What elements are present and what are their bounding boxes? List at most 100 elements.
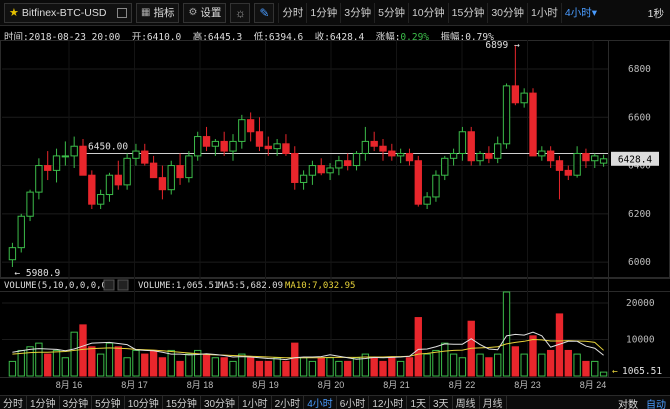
volume-bar <box>141 353 149 377</box>
refresh-rate[interactable]: 1秒 <box>647 8 664 20</box>
bottom-interval-2[interactable]: 3分钟 <box>60 395 93 409</box>
volume-bar <box>405 357 414 377</box>
candle-up <box>599 158 608 164</box>
candle-down <box>246 119 255 133</box>
bottom-interval-5[interactable]: 15分钟 <box>163 395 201 409</box>
volume-bar <box>123 357 131 377</box>
volume-bar <box>211 357 220 377</box>
volume-bar <box>291 342 299 377</box>
volume-bar <box>246 357 255 377</box>
bottom-interval-1[interactable]: 1分钟 <box>27 395 60 409</box>
bottom-interval-9[interactable]: 4小时 <box>304 395 337 409</box>
volume-bar <box>529 335 537 377</box>
candle-up <box>476 152 484 162</box>
candle-up <box>229 140 237 152</box>
volume-bar <box>220 357 228 377</box>
volume-bar <box>35 342 43 377</box>
volume-bar <box>591 360 599 377</box>
time-tick-label: 8月 22 <box>449 380 476 390</box>
auto-scale-toggle[interactable]: 自动 <box>646 399 666 409</box>
candle-down <box>511 85 520 104</box>
candle-up <box>35 165 43 193</box>
volume-bar <box>370 357 378 377</box>
log-scale-toggle[interactable]: 对数 <box>618 399 638 409</box>
price-pane-frame <box>0 40 670 278</box>
bottom-interval-7[interactable]: 1小时 <box>239 395 272 409</box>
volume-bar <box>194 349 202 377</box>
interval-tabs: 分时 1分钟 3分钟 5分钟 10分钟 15分钟 30分钟 1小时 4小时▾ <box>278 2 600 23</box>
star-icon[interactable]: ★ <box>9 7 19 19</box>
bottom-interval-15[interactable]: 月线 <box>480 395 507 409</box>
candle-down <box>255 131 264 147</box>
candle-up <box>352 152 361 167</box>
bottom-interval-11[interactable]: 12小时 <box>369 395 408 409</box>
bottom-interval-13[interactable]: 3天 <box>430 395 453 409</box>
bottom-interval-4[interactable]: 10分钟 <box>125 395 163 409</box>
info-change-label: 涨幅: <box>375 32 401 43</box>
volume-bar <box>61 357 70 377</box>
candle-down <box>291 152 299 183</box>
interval-tab-2[interactable]: 3分钟 <box>340 2 374 23</box>
candle-down <box>317 165 325 174</box>
time-tick-label: 8月 17 <box>121 380 148 390</box>
info-change-value: 0.29% <box>400 32 430 43</box>
interval-tab-7[interactable]: 1小时 <box>527 2 561 23</box>
volume-tick-label: 20000 <box>626 298 655 309</box>
bottom-interval-0[interactable]: 分时 <box>0 395 27 409</box>
volume-bar <box>114 346 122 377</box>
volume-bar <box>582 360 590 377</box>
volume-bar <box>485 357 493 377</box>
bottom-interval-3[interactable]: 5分钟 <box>92 395 125 409</box>
price-level-label: 6450.00 <box>88 141 128 152</box>
last-volume-arrow: ← <box>612 366 618 377</box>
candle-up <box>17 215 25 249</box>
bottom-interval-10[interactable]: 6小时 <box>337 395 370 409</box>
volume-bar <box>511 346 520 377</box>
volume-bar <box>476 353 484 377</box>
bottom-interval-14[interactable]: 周线 <box>453 395 480 409</box>
candle-up <box>61 155 70 158</box>
volume-close-icon <box>117 279 129 291</box>
volume-bar <box>17 349 25 377</box>
indicators-button[interactable]: ▦ 指标 <box>136 2 180 23</box>
volume-bar <box>396 360 405 377</box>
sun-icon: ☼ <box>234 5 246 20</box>
symbol-name: Bitfinex-BTC-USD <box>21 6 107 19</box>
bottom-interval-12[interactable]: 1天 <box>407 395 430 409</box>
candle-down <box>555 160 564 171</box>
interval-tab-4[interactable]: 10分钟 <box>407 2 448 23</box>
bottom-interval-8[interactable]: 2小时 <box>272 395 305 409</box>
interval-tab-3[interactable]: 5分钟 <box>374 2 408 23</box>
kline-chart[interactable]: 6800 6600 6400 6200 6000 20000 10000 8月 16 8月 17… <box>0 40 670 395</box>
candle-up <box>211 140 220 147</box>
interval-tab-5[interactable]: 15分钟 <box>447 2 488 23</box>
candle-up <box>194 136 202 157</box>
bottom-interval-6[interactable]: 30分钟 <box>201 395 240 409</box>
interval-tab-1[interactable]: 1分钟 <box>306 2 340 23</box>
volume-bar <box>317 357 325 377</box>
symbol-selector[interactable]: ★ Bitfinex-BTC-USD <box>4 2 132 23</box>
draw-button[interactable]: ✎ <box>254 2 275 23</box>
volume-bar <box>379 360 387 377</box>
volume-bar <box>88 346 96 377</box>
volume-bar <box>255 360 264 377</box>
top-toolbar: ★ Bitfinex-BTC-USD ▦ 指标 ⚙ 设置 ☼ ✎ 分时 1分钟 3分… <box>0 0 670 26</box>
theme-button[interactable]: ☼ <box>230 2 251 23</box>
settings-button[interactable]: ⚙ 设置 <box>183 2 227 23</box>
interval-tab-6[interactable]: 30分钟 <box>487 2 527 23</box>
candle-down <box>405 152 414 162</box>
ma5-line <box>12 331 604 361</box>
square-icon[interactable] <box>117 7 127 18</box>
candle-up <box>26 191 34 217</box>
volume-bar <box>449 353 458 377</box>
volume-bar <box>344 360 352 377</box>
candle-up <box>132 150 140 159</box>
volume-bar <box>502 291 511 377</box>
volume-bar <box>352 357 361 377</box>
volume-bar <box>538 353 546 377</box>
volume-value: VOLUME:1,065.51 <box>138 281 219 291</box>
candle-down <box>344 160 352 167</box>
interval-tab-8[interactable]: 4小时▾ <box>560 2 600 23</box>
candle-up <box>591 155 599 162</box>
interval-tab-0[interactable]: 分时 <box>278 2 306 23</box>
